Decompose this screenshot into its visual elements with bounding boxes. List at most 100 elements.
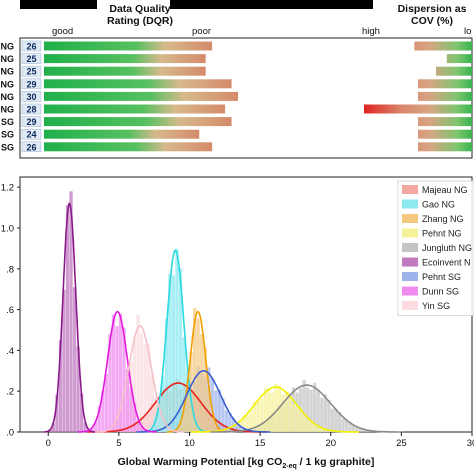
histogram-bar [129, 386, 133, 432]
histogram-bar [260, 399, 264, 432]
x-axis-label: Global Warming Potential [kg CO2-eq / 1 … [118, 456, 375, 470]
gwp-panel: 0 5 10 15 20 25 30 .0 .2 .4 .6 .8 1.0 1.2 Majeau NG Ga… [1, 176, 474, 470]
row-category-label: NG [1, 79, 15, 89]
histogram-bar [313, 424, 317, 432]
histogram-bar [171, 275, 176, 432]
histogram-bar [359, 427, 363, 432]
legend-swatch [402, 243, 418, 252]
histogram-bar [58, 339, 63, 432]
dqr-bar [44, 91, 238, 101]
histogram-ecoinvent-ng [48, 191, 91, 432]
histogram-bar [175, 248, 179, 432]
dqr-value-box [21, 91, 42, 102]
histogram-bar [51, 423, 56, 432]
legend-swatch [402, 214, 418, 223]
row-category-label: SG [1, 130, 14, 140]
histogram-bar [214, 423, 218, 432]
cov-bar [414, 41, 472, 51]
dqr-value-box [21, 116, 42, 127]
cov-bar [446, 54, 472, 64]
histogram-bar [320, 427, 324, 432]
histogram-bar [80, 393, 84, 432]
histogram-bar [253, 401, 257, 432]
histogram-bar [306, 387, 310, 432]
histogram-bar [288, 392, 292, 432]
legend-swatch [402, 272, 418, 281]
histogram-bar [221, 398, 225, 432]
histogram-bar [178, 268, 183, 432]
histogram-bar [150, 374, 154, 432]
y-tick-label: .6 [6, 305, 14, 316]
histogram-bar [136, 314, 140, 432]
histogram-bar [316, 426, 320, 432]
dqr-value-box [21, 53, 42, 64]
histogram-bar [147, 344, 151, 432]
histogram-bar [118, 313, 123, 432]
dqr-good-label: good [52, 26, 74, 37]
histogram-bar [157, 400, 161, 432]
histogram-bar [203, 346, 207, 432]
histogram-bar [313, 382, 317, 432]
histogram-bar [256, 400, 260, 432]
histogram-bar [210, 378, 214, 432]
density-curve-pehnt-ng [190, 386, 359, 433]
dqr-value-box [21, 65, 42, 77]
dqr-value-label: 29 [26, 79, 36, 89]
x-tick-label: 25 [396, 438, 407, 449]
y-tick-label: .8 [6, 264, 14, 275]
cov-bar [436, 66, 472, 76]
dqr-value-label: 26 [26, 142, 36, 152]
histogram-bar [334, 408, 338, 432]
legend-label: Pehnt NG [422, 229, 462, 239]
row-category-label: NG [1, 42, 15, 52]
y-tick-label: .2 [6, 387, 14, 398]
dqr-value-box [21, 141, 42, 153]
histogram-bar [217, 389, 221, 432]
histogram-bar [320, 397, 324, 432]
dqr-bar [44, 41, 213, 51]
histogram-bar [224, 410, 229, 432]
histogram-bar [327, 430, 331, 432]
histogram-bar [337, 412, 342, 432]
histogram-bar [242, 415, 246, 432]
dqr-value-label: 30 [26, 92, 36, 102]
histogram-bar [140, 333, 144, 432]
dqr-bar [44, 117, 232, 127]
cov-title: Dispersion as COV (%) [397, 3, 467, 27]
histogram-bar [274, 383, 278, 432]
density-curve-majeau-ng [87, 382, 268, 433]
histogram-bar [200, 333, 204, 432]
dqr-bar [44, 66, 206, 76]
histogram-bar [150, 427, 154, 432]
histogram-bar [238, 426, 243, 432]
histogram-bar [267, 388, 271, 432]
histogram-bar [214, 390, 218, 432]
histogram-bar [302, 415, 306, 432]
dqr-bar [44, 79, 232, 89]
histogram-bar [101, 390, 105, 432]
histogram-bar [246, 414, 250, 432]
histogram-bar [207, 387, 211, 432]
legend-label: Zhang NG [422, 214, 464, 224]
density-curve-jungluth-ng [210, 384, 403, 433]
density-curve-gao-ng [141, 249, 210, 433]
dqr-poor-label: poor [192, 26, 212, 37]
histogram-bar [164, 318, 169, 432]
histogram-bar [143, 429, 147, 432]
histogram-bar [281, 394, 285, 432]
x-tick-label: 15 [255, 438, 266, 449]
histogram-bar [83, 422, 87, 432]
histogram-bar [306, 418, 310, 432]
cov-bar [418, 117, 472, 127]
legend-swatch [402, 257, 418, 267]
dqr-bar [44, 54, 206, 64]
histogram-bar [62, 289, 66, 432]
density-curve-yin-sg [94, 325, 185, 433]
x-tick-label: 20 [325, 438, 336, 449]
histogram-bar [344, 420, 349, 432]
histogram-bar [136, 419, 140, 432]
histogram-bar [69, 191, 73, 432]
y-tick-label: 1.0 [1, 224, 14, 235]
x-tick-label: 10 [184, 438, 195, 449]
